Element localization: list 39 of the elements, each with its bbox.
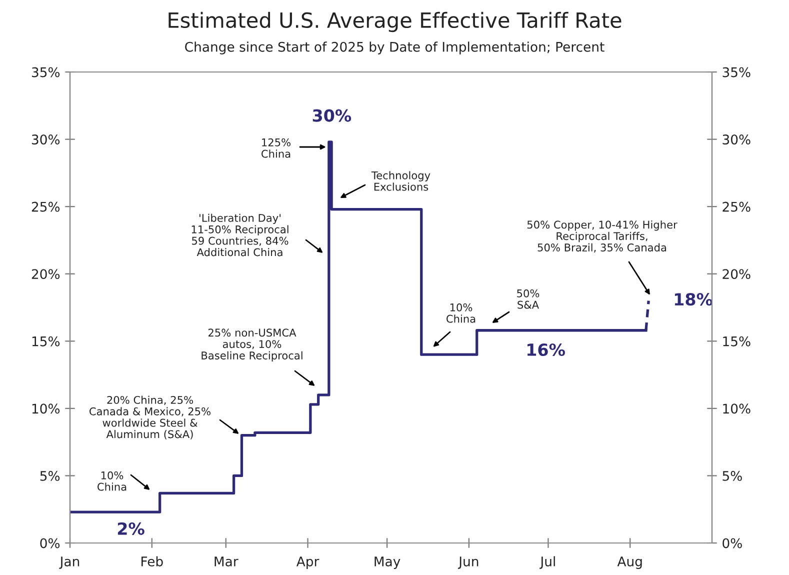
y-tick-label: 10% [32,404,60,414]
x-tick-label: Jan [59,556,80,569]
annotation: 50% Copper, 10-41% Higher Reciprocal Tariffs, 50% Brazil, 35% Canada [527,220,678,253]
y-tick-label: 25% [32,202,60,212]
x-tick-label: Jun [458,556,478,569]
annotation: Technology Exclusions [371,171,430,191]
y-tick-label: 20% [32,269,60,280]
x-tick-label: May [374,556,400,569]
annotation: 125% China [262,138,291,158]
x-tick-label: Jul [540,556,555,569]
y2-tick-label: 25% [722,202,750,212]
y2-tick-label: 5% [722,470,742,481]
x-tick-label: Aug [617,556,642,569]
annotation: 30% [312,109,352,122]
y-tick-label: 35% [32,67,60,78]
y2-tick-label: 15% [723,336,750,346]
annotation: 18% [674,293,712,306]
x-tick-label: Feb [142,556,163,566]
annotation: 20% China, 25% Canada & Mexico, 25% worldwide Steel & Aluminum (S&A) [90,396,210,440]
x-tick-label: Apr [296,556,320,569]
y2-tick-label: 30% [722,134,750,144]
annotation: 25% non-USMCA autos, 10% Baseline Reciprocal [202,328,302,362]
y2-tick-label: 35% [722,67,750,78]
y-tick-label: 15% [32,336,60,346]
chart-subtitle: Change since Start of 2025 by Date of Implementation; Percent [185,42,604,54]
annotation: 2% [118,522,144,535]
x-tick-label: Mar [214,556,238,566]
annotation: 10% China [98,471,126,491]
annotation: 'Liberation Day' 11-50% Reciprocal 59 Countries, 84% Additional China [192,214,288,256]
y2-tick-label: 10% [723,404,750,414]
y-tick-label: 0% [40,538,60,548]
y2-tick-label: 0% [722,538,742,548]
annotation: 10% China [446,303,476,323]
y-tick-label: 5% [40,470,60,481]
annotation: 50% S&A [517,289,540,309]
annotation: 16% [527,343,565,356]
y-tick-label: 30% [32,134,60,144]
chart-title: Estimated U.S. Average Effective Tariff Rate [168,12,622,32]
y2-tick-label: 20% [722,269,750,280]
